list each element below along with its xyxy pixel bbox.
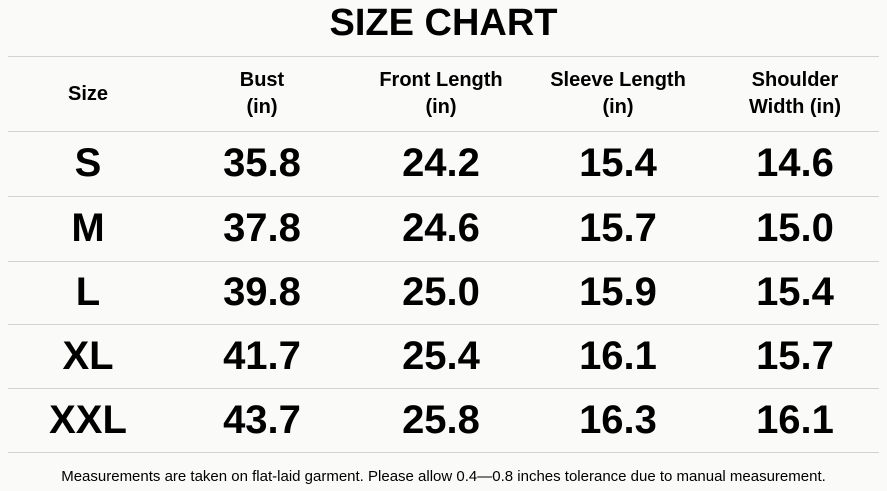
column-header: Size bbox=[0, 58, 178, 130]
row-divider bbox=[8, 261, 879, 262]
measurement: 14.6 bbox=[756, 141, 834, 185]
measurement: 16.3 bbox=[579, 397, 657, 442]
measurement: 15.7 bbox=[756, 333, 834, 378]
size-label: S bbox=[74, 141, 102, 185]
header-line: Bust bbox=[239, 69, 285, 91]
measurement: 15.7 bbox=[579, 206, 657, 250]
size-label: XXL bbox=[49, 397, 127, 442]
row-divider bbox=[8, 196, 879, 197]
header-line: (in) bbox=[425, 96, 457, 118]
header-line: Shoulder bbox=[751, 69, 839, 91]
column-header: Shoulder Width (in) bbox=[705, 58, 885, 130]
title: SIZE CHART bbox=[329, 2, 558, 44]
row-divider bbox=[8, 452, 879, 453]
column-header: Front Length (in) bbox=[351, 58, 531, 130]
size-label: XL bbox=[62, 333, 114, 378]
measurement: 25.4 bbox=[402, 333, 480, 378]
measurement: 35.8 bbox=[223, 141, 301, 185]
header-line: (in) bbox=[602, 96, 634, 118]
header-line: (in) bbox=[246, 96, 278, 118]
measurement: 25.8 bbox=[402, 397, 480, 442]
size-label: M bbox=[71, 206, 105, 250]
row-divider bbox=[8, 131, 879, 132]
header-line: Front Length bbox=[379, 69, 503, 91]
header-line: Sleeve Length bbox=[550, 69, 686, 91]
measurement: 15.0 bbox=[756, 206, 834, 250]
header-line: Size bbox=[67, 82, 109, 105]
measurement: 24.6 bbox=[402, 206, 480, 250]
measurement: 43.7 bbox=[223, 397, 301, 442]
measurement: 37.8 bbox=[223, 206, 301, 250]
row-divider bbox=[8, 388, 879, 389]
measurement: 25.0 bbox=[402, 270, 480, 314]
row-divider bbox=[8, 324, 879, 325]
row-divider bbox=[8, 56, 879, 57]
measurement: 15.4 bbox=[756, 270, 834, 314]
measurement: 15.4 bbox=[579, 141, 657, 185]
footnote: Measurements are taken on flat-laid garm… bbox=[61, 468, 826, 485]
measurement: 24.2 bbox=[402, 141, 480, 185]
size-label: L bbox=[75, 270, 101, 314]
measurement: 16.1 bbox=[756, 397, 834, 442]
measurement: 16.1 bbox=[579, 333, 657, 378]
column-header: Bust (in) bbox=[172, 58, 352, 130]
column-header: Sleeve Length (in) bbox=[528, 58, 708, 130]
measurement: 15.9 bbox=[579, 270, 657, 314]
header-line: Width (in) bbox=[748, 96, 841, 118]
measurement: 41.7 bbox=[223, 333, 301, 378]
measurement: 39.8 bbox=[223, 270, 301, 314]
